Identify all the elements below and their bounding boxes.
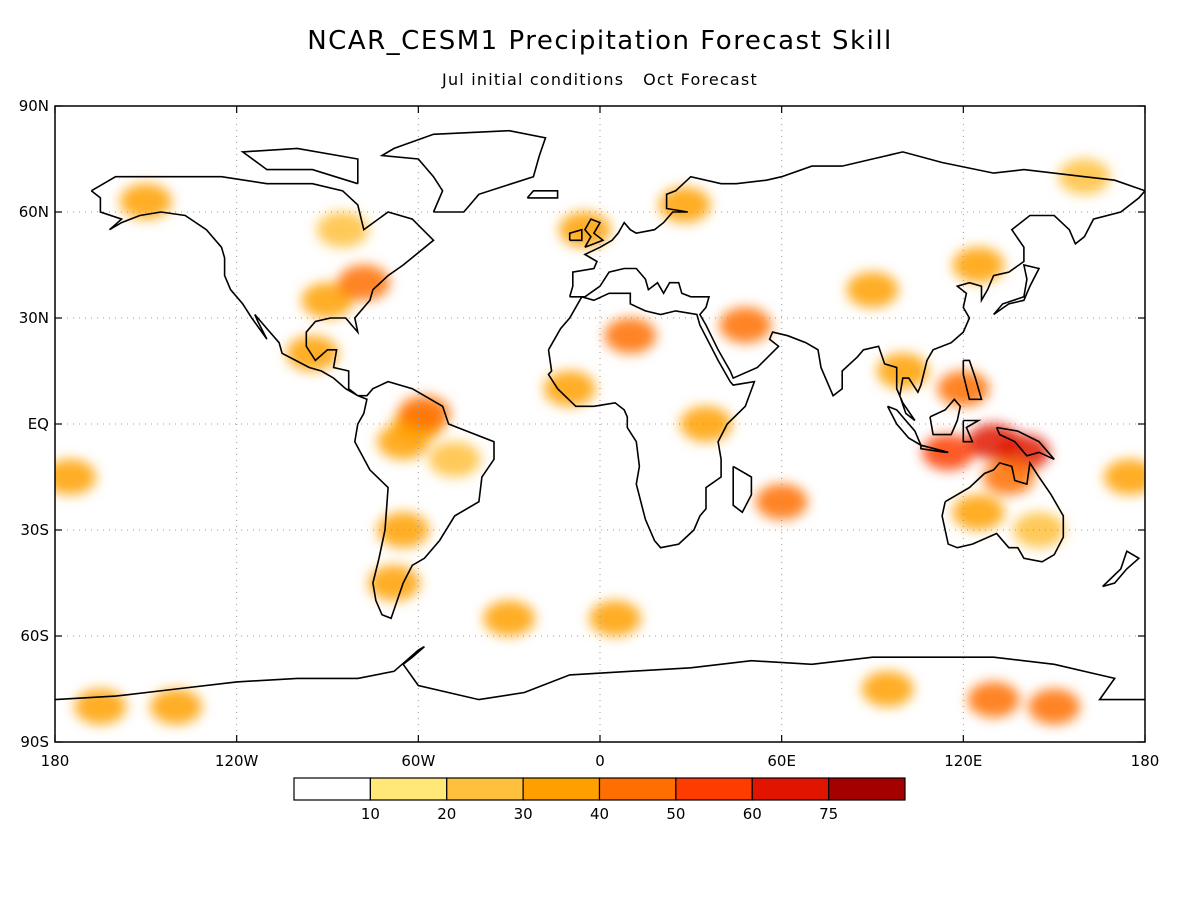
coastline-path bbox=[90, 175, 495, 620]
lon-tick-label: 120W bbox=[215, 752, 259, 770]
skill-region bbox=[982, 459, 1035, 495]
skill-region bbox=[55, 459, 97, 495]
coastline-path bbox=[568, 151, 1145, 422]
coastline-path bbox=[568, 228, 583, 242]
skill-region bbox=[952, 494, 1005, 531]
coastline-path bbox=[941, 460, 1065, 563]
coastline-path bbox=[992, 263, 1041, 316]
skill-region bbox=[876, 353, 929, 389]
skill-shading-layer bbox=[55, 158, 1145, 725]
colorbar-label: 50 bbox=[666, 805, 685, 823]
coastline-path bbox=[583, 218, 605, 249]
lon-tick-label: 0 bbox=[595, 752, 605, 770]
colorbar-swatch bbox=[828, 777, 906, 801]
coastline-path bbox=[55, 645, 1145, 701]
skill-region bbox=[483, 600, 536, 637]
colorbar: 10 20 30 40 50 60 75 bbox=[293, 777, 906, 823]
skill-region bbox=[150, 688, 203, 725]
skill-region bbox=[719, 307, 772, 344]
colorbar-label: 10 bbox=[361, 805, 380, 823]
lat-tick-label: 90S bbox=[20, 733, 49, 751]
lat-tick-label: EQ bbox=[28, 415, 49, 433]
coastline-path bbox=[962, 359, 983, 401]
colorbar-label: 60 bbox=[743, 805, 762, 823]
skill-region bbox=[967, 681, 1020, 718]
colorbar-swatch bbox=[751, 777, 830, 801]
coastline-path bbox=[995, 426, 1055, 461]
lon-tick-label: 180 bbox=[1131, 752, 1160, 770]
skill-region bbox=[755, 483, 808, 520]
skill-region bbox=[337, 264, 390, 301]
lat-tick-label: 90N bbox=[19, 97, 49, 115]
lon-tick-label: 60E bbox=[767, 752, 796, 770]
coastlines bbox=[55, 129, 1145, 701]
coastline-path bbox=[962, 419, 982, 443]
colorbar-label: 75 bbox=[819, 805, 838, 823]
coastline-path bbox=[732, 465, 753, 514]
skill-region bbox=[286, 335, 339, 372]
colorbar-swatch bbox=[369, 777, 448, 801]
colorbar-swatch bbox=[675, 777, 753, 801]
skill-region bbox=[543, 370, 596, 407]
skill-region bbox=[952, 247, 1005, 283]
lat-tick-label: 60S bbox=[20, 627, 49, 645]
colorbar-label: 20 bbox=[437, 805, 456, 823]
skill-region bbox=[861, 671, 914, 707]
colorbar-label: 40 bbox=[590, 805, 609, 823]
lat-tick-label: 30S bbox=[20, 521, 49, 539]
skill-region bbox=[679, 406, 732, 442]
skill-region bbox=[604, 317, 657, 354]
lon-tick-label: 120E bbox=[944, 752, 982, 770]
skill-region bbox=[377, 423, 430, 460]
coastline-path bbox=[920, 444, 949, 454]
skill-region bbox=[301, 282, 354, 319]
coastline-path bbox=[240, 147, 359, 185]
coastline-path bbox=[526, 190, 559, 199]
lon-tick-label: 60W bbox=[401, 752, 435, 770]
colorbar-swatch bbox=[293, 777, 371, 801]
colorbar-swatch bbox=[598, 777, 677, 801]
colorbar-label: 30 bbox=[514, 805, 533, 823]
coastline-path bbox=[379, 129, 547, 213]
coastline-path bbox=[1102, 550, 1141, 588]
skill-region bbox=[846, 271, 899, 308]
lat-tick-label: 60N bbox=[19, 203, 49, 221]
skill-region bbox=[398, 395, 451, 432]
map-title: NCAR_CESM1 Precipitation Forecast Skill bbox=[307, 26, 893, 56]
skill-region bbox=[1103, 459, 1145, 495]
coastline-path bbox=[929, 398, 962, 436]
skill-region bbox=[589, 600, 642, 637]
skill-region bbox=[316, 211, 369, 248]
skill-region bbox=[119, 183, 172, 220]
skill-region bbox=[428, 441, 481, 478]
colorbar-swatch bbox=[522, 777, 601, 801]
colorbar-swatch bbox=[446, 777, 524, 801]
skill-region bbox=[74, 688, 127, 725]
map-subtitle: Jul initial conditions Oct Forecast bbox=[442, 70, 758, 89]
coastline-path bbox=[547, 292, 756, 549]
lon-tick-label: 180 bbox=[41, 752, 70, 770]
lat-tick-label: 30N bbox=[19, 309, 49, 327]
skill-region bbox=[1028, 688, 1081, 725]
